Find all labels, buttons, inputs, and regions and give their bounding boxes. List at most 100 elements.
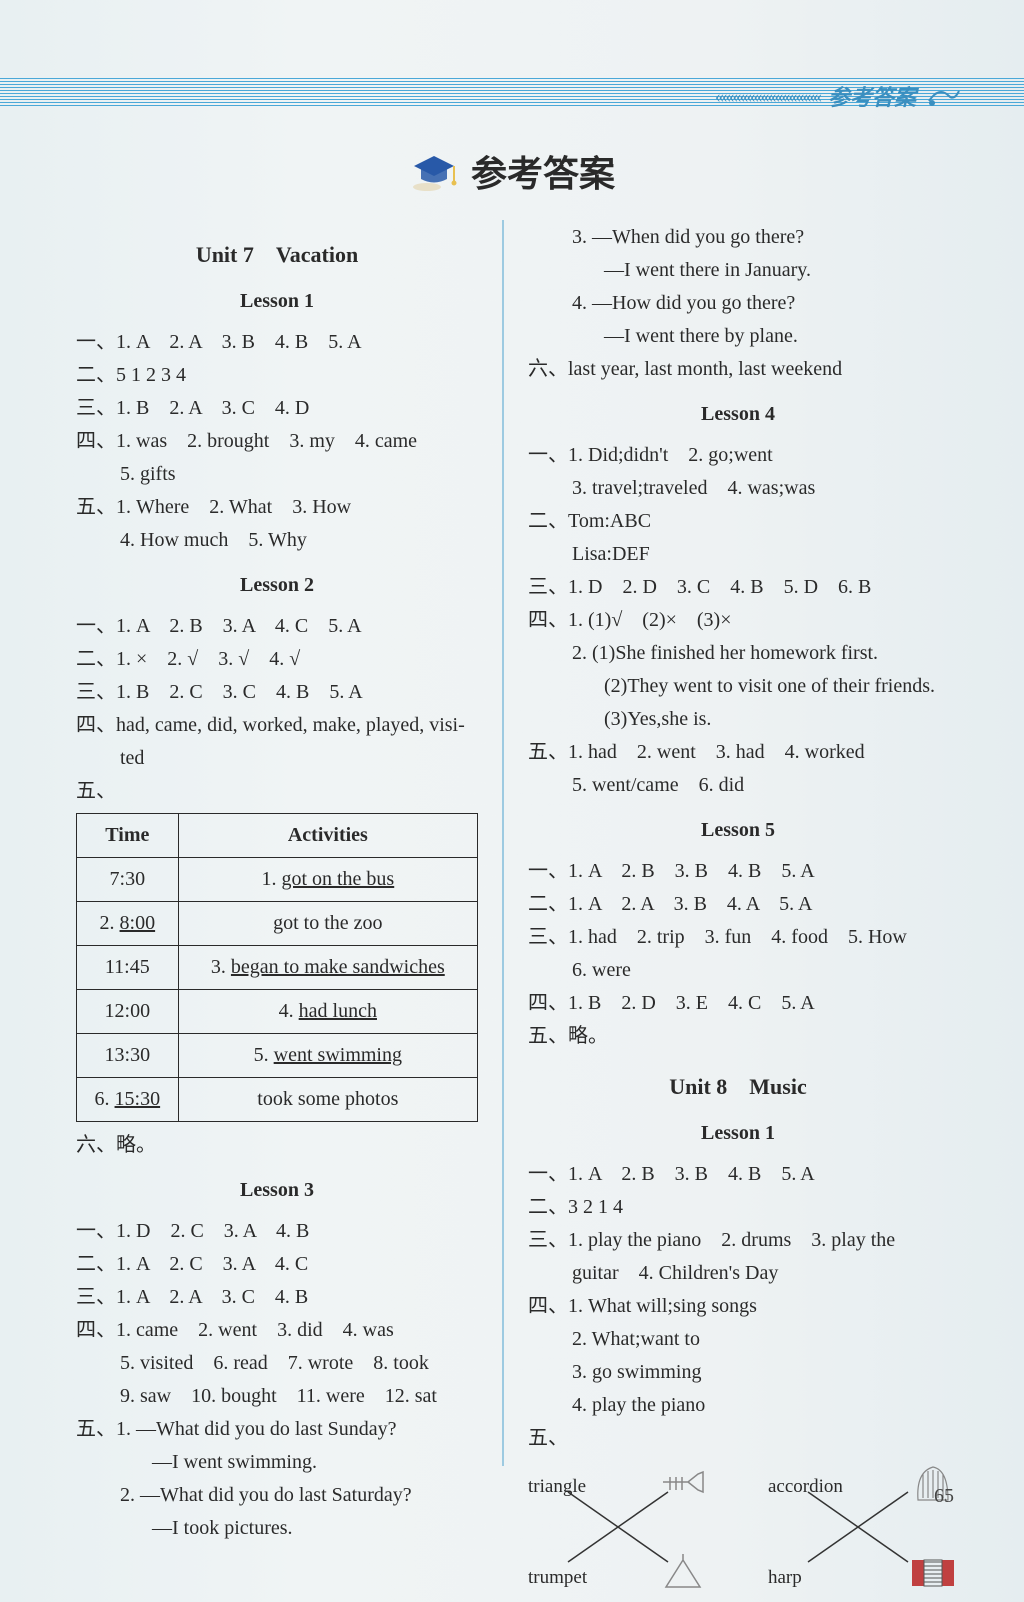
answer-line: 五、1. had 2. went 3. had 4. worked <box>528 737 948 768</box>
answer-line: Lisa:DEF <box>528 539 948 570</box>
answer-line: 3. —When did you go there? <box>528 222 948 253</box>
answer-line: 6. were <box>528 955 948 986</box>
table-cell: 1. got on the bus <box>178 858 477 902</box>
table-cell: 13:30 <box>77 1034 179 1078</box>
table-cell: 11:45 <box>77 946 179 990</box>
page-title-wrap: 参考答案 <box>0 145 1024 197</box>
table-row: 2. 8:00got to the zoo <box>77 902 478 946</box>
left-column: Unit 7 Vacation Lesson 1 一、1. A 2. A 3. … <box>76 220 502 1466</box>
header-text: 参考答案 <box>828 80 916 112</box>
answer-line: 二、Tom:ABC <box>528 506 948 537</box>
table-cell: 5. went swimming <box>178 1034 477 1078</box>
answer-line: 5. gifts <box>76 459 478 490</box>
answer-line: —I went there in January. <box>528 255 948 286</box>
answer-line: 二、1. A 2. A 3. B 4. A 5. A <box>528 889 948 920</box>
answer-line: 5. went/came 6. did <box>528 770 948 801</box>
answer-line: guitar 4. Children's Day <box>528 1258 948 1289</box>
table-header: Time <box>77 814 179 858</box>
answer-line: 2. (1)She finished her homework first. <box>528 638 948 669</box>
answer-line: 2. —What did you do last Saturday? <box>76 1480 478 1511</box>
cross-lines-icon <box>798 1482 918 1572</box>
table-cell: 7:30 <box>77 858 179 902</box>
u8-lesson1-title: Lesson 1 <box>528 1118 948 1149</box>
header-doodle-icon <box>924 81 964 111</box>
answer-line: 3. travel;traveled 4. was;was <box>528 473 948 504</box>
answer-line: 四、1. was 2. brought 3. my 4. came <box>76 426 478 457</box>
answer-line: —I went there by plane. <box>528 321 948 352</box>
answer-line: 一、1. A 2. B 3. A 4. C 5. A <box>76 611 478 642</box>
answer-line: 三、1. A 2. A 3. C 4. B <box>76 1282 478 1313</box>
instrument-matching-diagram: triangle trumpet accordion <box>538 1462 948 1592</box>
answer-line: 一、1. A 2. A 3. B 4. B 5. A <box>76 327 478 358</box>
lesson2-title: Lesson 2 <box>76 570 478 601</box>
table-cell: 2. 8:00 <box>77 902 179 946</box>
table-row: 12:004. had lunch <box>77 990 478 1034</box>
table-header: Activities <box>178 814 477 858</box>
answer-line: 5. visited 6. read 7. wrote 8. took <box>76 1348 478 1379</box>
answer-line: 五、1. —What did you do last Sunday? <box>76 1414 478 1445</box>
answer-line: 三、1. B 2. C 3. C 4. B 5. A <box>76 677 478 708</box>
table-row: 7:301. got on the bus <box>77 858 478 902</box>
answer-line: 一、1. Did;didn't 2. go;went <box>528 440 948 471</box>
answer-line: 二、5 1 2 3 4 <box>76 360 478 391</box>
answer-line: (3)Yes,she is. <box>528 704 948 735</box>
answer-line: 五、 <box>76 776 478 807</box>
lesson4-title: Lesson 4 <box>528 399 948 430</box>
answer-line: (2)They went to visit one of their frien… <box>528 671 948 702</box>
unit8-title: Unit 8 Music <box>528 1070 948 1104</box>
graduation-cap-icon <box>409 151 459 191</box>
table-cell: 4. had lunch <box>178 990 477 1034</box>
answer-line: 2. What;want to <box>528 1324 948 1355</box>
answer-line: 一、1. A 2. B 3. B 4. B 5. A <box>528 856 948 887</box>
content-columns: Unit 7 Vacation Lesson 1 一、1. A 2. A 3. … <box>76 220 948 1466</box>
page-title: 参考答案 <box>471 145 615 197</box>
answer-line: 四、1. came 2. went 3. did 4. was <box>76 1315 478 1346</box>
table-cell: got to the zoo <box>178 902 477 946</box>
answer-line: 五、1. Where 2. What 3. How <box>76 492 478 523</box>
answer-line: 3. go swimming <box>528 1357 948 1388</box>
answer-line: 三、1. had 2. trip 3. fun 4. food 5. How <box>528 922 948 953</box>
label-harp: harp <box>768 1563 802 1592</box>
unit7-title: Unit 7 Vacation <box>76 238 478 272</box>
answer-line: 六、略。 <box>76 1130 478 1161</box>
header-arrows: ««««««««««««««« <box>715 86 820 107</box>
header-label: ««««««««««««««« 参考答案 <box>715 80 964 112</box>
table-row: 13:305. went swimming <box>77 1034 478 1078</box>
answer-line: 4. —How did you go there? <box>528 288 948 319</box>
table-cell: 3. began to make sandwiches <box>178 946 477 990</box>
answer-line: ted <box>76 743 478 774</box>
lesson1-title: Lesson 1 <box>76 286 478 317</box>
table-cell: 6. 15:30 <box>77 1078 179 1122</box>
answer-line: 4. play the piano <box>528 1390 948 1421</box>
answer-line: 二、3 2 1 4 <box>528 1192 948 1223</box>
right-column: 3. —When did you go there? —I went there… <box>504 220 948 1466</box>
table-row: 6. 15:30took some photos <box>77 1078 478 1122</box>
match-pair-1: triangle trumpet <box>538 1462 708 1592</box>
answer-line: —I went swimming. <box>76 1447 478 1478</box>
answer-line: 三、1. play the piano 2. drums 3. play the <box>528 1225 948 1256</box>
answer-line: 五、略。 <box>528 1021 948 1052</box>
match-pair-2: accordion harp <box>778 1462 948 1592</box>
answer-line: 六、last year, last month, last weekend <box>528 354 948 385</box>
table-row: 11:453. began to make sandwiches <box>77 946 478 990</box>
accordion-icon <box>908 1552 958 1592</box>
answer-line: 四、1. B 2. D 3. E 4. C 5. A <box>528 988 948 1019</box>
answer-line: 四、1. (1)√ (2)× (3)× <box>528 605 948 636</box>
answer-line: 9. saw 10. bought 11. were 12. sat <box>76 1381 478 1412</box>
answer-line: 一、1. D 2. C 3. A 4. B <box>76 1216 478 1247</box>
answer-line: 二、1. A 2. C 3. A 4. C <box>76 1249 478 1280</box>
answer-line: 四、had, came, did, worked, make, played, … <box>76 710 478 741</box>
label-trumpet: trumpet <box>528 1563 587 1592</box>
answer-line: —I took pictures. <box>76 1513 478 1544</box>
lesson5-title: Lesson 5 <box>528 815 948 846</box>
answer-line: 4. How much 5. Why <box>76 525 478 556</box>
table-cell: 12:00 <box>77 990 179 1034</box>
triangle-instrument-icon <box>658 1552 708 1592</box>
page-number: 65 <box>934 1485 954 1508</box>
activities-table: Time Activities 7:301. got on the bus2. … <box>76 813 478 1122</box>
answer-line: 二、1. × 2. √ 3. √ 4. √ <box>76 644 478 675</box>
answer-line: 四、1. What will;sing songs <box>528 1291 948 1322</box>
answer-line: 一、1. A 2. B 3. B 4. B 5. A <box>528 1159 948 1190</box>
table-cell: took some photos <box>178 1078 477 1122</box>
answer-line: 五、 <box>528 1423 948 1454</box>
